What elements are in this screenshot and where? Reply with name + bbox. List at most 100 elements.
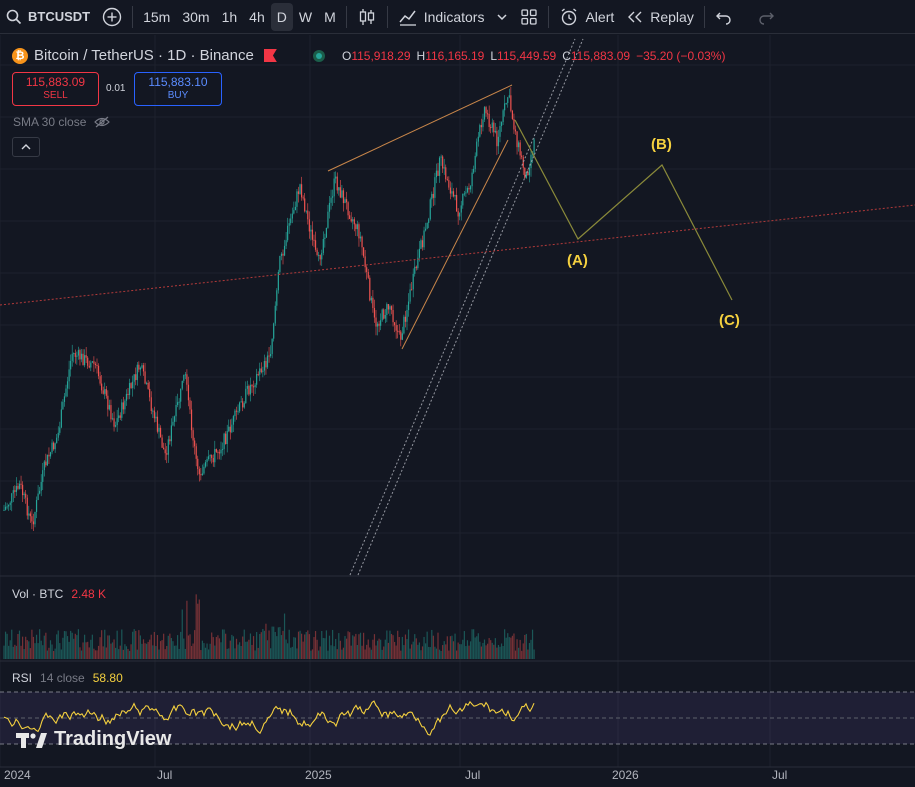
candle-body bbox=[48, 454, 50, 457]
candle-body bbox=[406, 310, 408, 322]
candle-body bbox=[302, 197, 304, 199]
candle-body bbox=[32, 521, 35, 525]
candle-body bbox=[65, 388, 67, 397]
undo-button[interactable] bbox=[709, 3, 739, 31]
candle-body bbox=[73, 353, 75, 355]
high-value: 116,165.19 bbox=[425, 49, 485, 63]
chart-type-button[interactable] bbox=[351, 3, 383, 31]
sma-legend[interactable]: SMA 30 close bbox=[13, 115, 111, 129]
volume-bar bbox=[454, 633, 456, 659]
volume-bar bbox=[266, 640, 269, 659]
wave-label-a[interactable]: (A) bbox=[567, 252, 588, 269]
candle-body bbox=[18, 483, 21, 489]
candle-body bbox=[127, 393, 129, 396]
volume-bar bbox=[390, 633, 393, 659]
indicators-dropdown[interactable] bbox=[490, 3, 514, 31]
sell-button[interactable]: 115,883.09 SELL bbox=[12, 72, 99, 106]
redo-icon bbox=[759, 12, 774, 25]
candle-body bbox=[469, 186, 472, 190]
candle-body bbox=[97, 365, 100, 377]
volume-bar bbox=[442, 645, 444, 659]
volume-bar bbox=[358, 634, 360, 659]
compare-symbol-button[interactable] bbox=[96, 3, 128, 31]
volume-bar bbox=[88, 647, 90, 659]
candle-body bbox=[45, 461, 47, 466]
candle-body bbox=[70, 360, 72, 370]
chart-area[interactable]: ₿ Bitcoin / TetherUS · 1D · Binance O115… bbox=[0, 35, 915, 787]
price-chart-canvas[interactable] bbox=[0, 35, 915, 787]
volume-bar bbox=[527, 649, 529, 659]
candle-body bbox=[147, 382, 149, 389]
candle-body bbox=[474, 155, 476, 169]
volume-bar bbox=[212, 637, 214, 659]
volume-bar bbox=[445, 644, 447, 659]
interval-1d[interactable]: D bbox=[270, 2, 293, 31]
candle-body bbox=[394, 322, 396, 326]
candle-body bbox=[128, 383, 131, 396]
volume-bar bbox=[228, 648, 230, 659]
collapse-legend-button[interactable] bbox=[12, 137, 40, 157]
alert-button[interactable]: Alert bbox=[553, 3, 620, 31]
interval-1w[interactable]: W bbox=[298, 8, 313, 25]
rsi-legend[interactable]: RSI 14 close 58.80 bbox=[12, 671, 123, 685]
candle-body bbox=[318, 254, 320, 256]
flag-icon[interactable] bbox=[263, 49, 277, 62]
redo-button[interactable] bbox=[751, 3, 781, 31]
volume-bar bbox=[197, 603, 199, 659]
candle-body bbox=[308, 219, 310, 232]
interval-15m[interactable]: 15m bbox=[143, 8, 171, 25]
volume-bar bbox=[375, 645, 377, 659]
chevron-up-icon bbox=[21, 144, 31, 150]
candle-body bbox=[14, 490, 16, 492]
volume-bar bbox=[364, 649, 366, 659]
candle-body bbox=[266, 355, 269, 368]
undo-icon bbox=[715, 12, 731, 25]
candle-body bbox=[480, 125, 482, 128]
interval-30m[interactable]: 30m bbox=[182, 8, 210, 25]
volume-bar bbox=[229, 640, 231, 659]
candle-body bbox=[172, 421, 174, 426]
candle-body bbox=[389, 306, 391, 310]
volume-bar bbox=[290, 647, 292, 659]
candle-body bbox=[499, 126, 501, 137]
candle-body bbox=[251, 384, 253, 387]
candle-body bbox=[392, 310, 394, 323]
candle-body bbox=[341, 190, 343, 198]
candle-body bbox=[156, 416, 159, 432]
time-axis[interactable]: 2024 Jul 2025 Jul 2026 Jul bbox=[0, 768, 915, 787]
candle-body bbox=[471, 172, 473, 187]
volume-bar bbox=[232, 636, 234, 659]
volume-bar bbox=[336, 649, 338, 659]
volume-bar bbox=[367, 639, 369, 659]
volume-bar bbox=[25, 636, 27, 659]
volume-legend[interactable]: Vol · BTC 2.48 K bbox=[12, 587, 106, 601]
buy-button[interactable]: 115,883.10 BUY bbox=[134, 72, 222, 106]
volume-bar bbox=[245, 641, 247, 659]
symbol-search-button[interactable]: BTCUSDT bbox=[0, 3, 96, 31]
volume-bar bbox=[167, 635, 169, 659]
volume-bar bbox=[218, 638, 221, 659]
interval-4h[interactable]: 4h bbox=[249, 8, 265, 25]
candle-body bbox=[76, 355, 78, 357]
volume-bar bbox=[318, 650, 320, 659]
interval-1h[interactable]: 1h bbox=[221, 8, 238, 25]
eye-hidden-icon[interactable] bbox=[94, 116, 111, 128]
volume-bar bbox=[324, 638, 326, 659]
indicators-button[interactable]: Indicators bbox=[392, 3, 491, 31]
candle-body bbox=[170, 425, 172, 442]
volume-bar bbox=[184, 648, 186, 659]
wave-label-b[interactable]: (B) bbox=[651, 136, 672, 153]
volume-bar bbox=[425, 643, 427, 659]
symbol-legend[interactable]: ₿ Bitcoin / TetherUS · 1D · Binance bbox=[12, 47, 325, 64]
candle-body bbox=[130, 383, 132, 389]
interval-1m[interactable]: M bbox=[324, 8, 336, 25]
candle-body bbox=[404, 316, 407, 322]
volume-bar bbox=[60, 649, 62, 659]
volume-bar bbox=[62, 637, 64, 659]
layout-templates-button[interactable] bbox=[514, 3, 544, 31]
wave-label-c[interactable]: (C) bbox=[719, 312, 740, 329]
volume-bar bbox=[355, 633, 357, 659]
tradingview-logo[interactable]: TradingView bbox=[16, 728, 171, 751]
replay-button[interactable]: Replay bbox=[620, 3, 700, 31]
rsi-value: 58.80 bbox=[92, 671, 123, 685]
